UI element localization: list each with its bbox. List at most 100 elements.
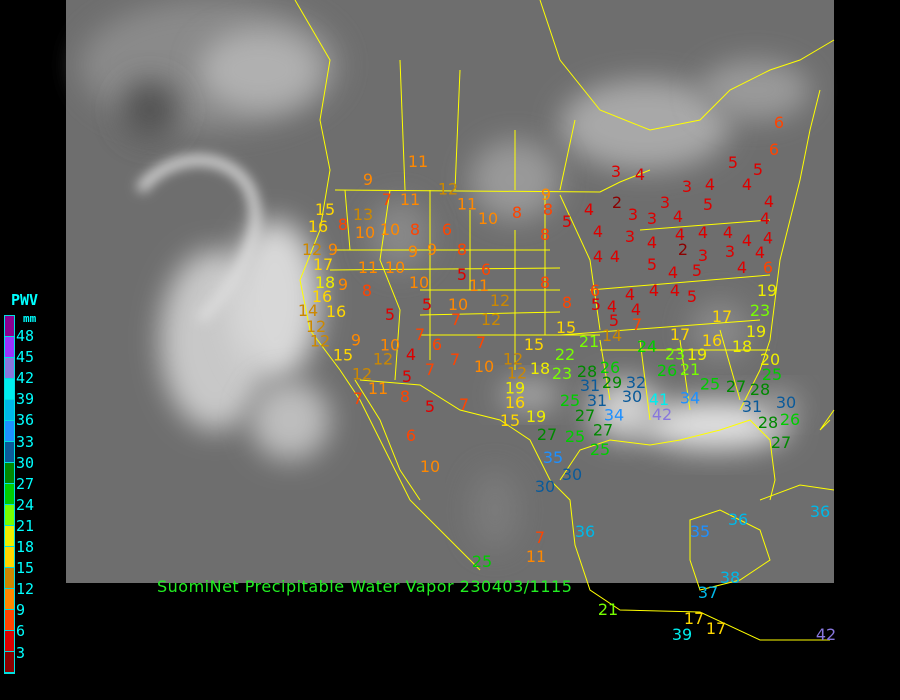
legend-swatch <box>5 484 14 505</box>
station-value: 17 <box>706 619 726 638</box>
station-value: 34 <box>604 405 624 424</box>
station-value: 4 <box>631 300 641 319</box>
station-value: 9 <box>351 330 361 349</box>
station-value: 8 <box>457 240 467 259</box>
station-value: 4 <box>593 222 603 241</box>
station-value: 10 <box>385 258 405 277</box>
station-value: 8 <box>540 225 550 244</box>
station-value: 16 <box>505 393 525 412</box>
legend-label: 30 <box>16 453 35 472</box>
cloud <box>470 470 520 550</box>
station-value: 4 <box>723 223 733 242</box>
legend-swatch <box>5 589 14 610</box>
legend-unit: mm <box>23 312 37 325</box>
station-value: 6 <box>774 113 784 132</box>
station-value: 12 <box>438 180 458 199</box>
legend-swatch <box>5 631 14 652</box>
station-value: 30 <box>562 465 582 484</box>
station-value: 4 <box>610 247 620 266</box>
station-value: 5 <box>562 212 572 231</box>
boundary-line <box>639 339 651 421</box>
station-value: 13 <box>353 205 373 224</box>
boundary-line <box>589 274 771 291</box>
legend-swatch <box>5 547 14 568</box>
station-value: 7 <box>451 310 461 329</box>
station-value: 18 <box>732 337 752 356</box>
station-value: 10 <box>409 273 429 292</box>
boundary-line <box>294 0 481 571</box>
station-value: 4 <box>673 207 683 226</box>
legend-label: 36 <box>16 411 35 430</box>
station-value: 4 <box>698 223 708 242</box>
station-value: 4 <box>742 231 752 250</box>
station-value: 14 <box>298 301 318 320</box>
legend-swatch <box>5 316 14 337</box>
station-value: 9 <box>338 275 348 294</box>
station-value: 8 <box>562 293 572 312</box>
station-value: 27 <box>575 406 595 425</box>
cloud <box>200 30 320 110</box>
station-value: 7 <box>476 333 486 352</box>
station-value: 21 <box>680 360 700 379</box>
boundary-line <box>559 419 776 501</box>
station-value: 17 <box>712 307 732 326</box>
station-value: 34 <box>680 388 700 407</box>
cloud <box>700 60 810 120</box>
legend-label: 48 <box>16 327 35 345</box>
map-title: SuomiNet Precipitable Water Vapor 230403… <box>157 577 573 596</box>
station-value: 6 <box>481 260 491 279</box>
station-value: 16 <box>308 217 328 236</box>
legend-title: PWV <box>11 291 39 309</box>
station-value: 4 <box>584 200 594 219</box>
station-value: 4 <box>764 192 774 211</box>
station-value: 6 <box>432 335 442 354</box>
legend-label: 12 <box>16 580 35 599</box>
station-value: 8 <box>543 200 553 219</box>
station-value: 4 <box>635 165 645 184</box>
cloud <box>500 380 560 410</box>
cloud <box>230 220 320 380</box>
station-value: 12 <box>507 364 527 383</box>
station-value: 4 <box>763 229 773 248</box>
station-value: 31 <box>742 397 762 416</box>
station-value: 6 <box>406 426 416 445</box>
legend-label: 18 <box>16 538 35 556</box>
legend-swatch <box>5 568 14 589</box>
station-value: 12 <box>373 350 393 369</box>
station-value: 24 <box>637 337 657 356</box>
station-value: 3 <box>611 162 621 181</box>
station-value: 12 <box>310 331 330 350</box>
station-value: 21 <box>579 332 599 351</box>
station-value: 30 <box>622 387 642 406</box>
boundary-line <box>354 379 421 501</box>
station-value: 6 <box>590 281 600 300</box>
station-value: 36 <box>728 510 748 529</box>
station-value: 25 <box>560 391 580 410</box>
station-value: 25 <box>590 440 610 459</box>
station-value: 25 <box>472 552 492 571</box>
station-value: 5 <box>609 311 619 330</box>
station-value: 10 <box>448 295 468 314</box>
station-value: 10 <box>420 457 440 476</box>
station-value: 6 <box>763 258 773 277</box>
station-value: 32 <box>626 373 646 392</box>
station-value: 9 <box>408 242 418 261</box>
station-value: 9 <box>427 240 437 259</box>
boundary-line <box>379 189 401 381</box>
legend-label: 6 <box>16 622 26 641</box>
station-value: 4 <box>647 233 657 252</box>
legend-swatch <box>5 400 14 421</box>
station-value: 11 <box>358 258 378 277</box>
station-value: 2 <box>612 193 622 212</box>
station-value: 12 <box>302 240 322 259</box>
legend-swatch <box>5 379 14 400</box>
station-value: 16 <box>326 302 346 321</box>
legend-label: 24 <box>16 495 35 514</box>
station-value: 8 <box>410 220 420 239</box>
station-value: 12 <box>490 291 510 310</box>
station-value: 7 <box>425 360 435 379</box>
station-value: 12 <box>481 310 501 329</box>
station-value: 7 <box>450 350 460 369</box>
